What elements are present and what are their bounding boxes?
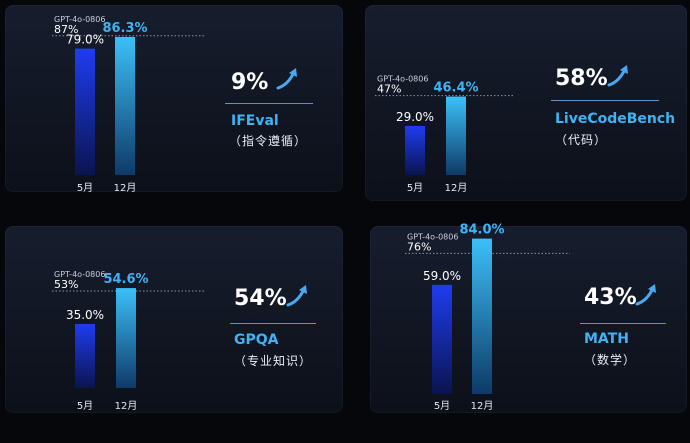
category-label: 5月 bbox=[77, 400, 93, 412]
improvement-percent: 54% bbox=[234, 286, 287, 311]
benchmark-subtitle: （数学） bbox=[584, 353, 637, 367]
benchmark-card-ifeval: GPT-4o-0806 87% 79.0% 5月 86.3% 12月 9% IFEval … bbox=[5, 5, 343, 194]
bar-value-label: 79.0% bbox=[66, 33, 104, 47]
reference-model-name: GPT-4o-0806 bbox=[407, 232, 458, 241]
category-label: 12月 bbox=[445, 182, 468, 194]
trend-up-arrow-icon bbox=[635, 284, 656, 306]
bar-may bbox=[432, 284, 452, 394]
trend-up-arrow-icon bbox=[276, 68, 297, 90]
benchmark-card-livecodebench: GPT-4o-0806 47% 29.0% 5月 46.4% 12月 58% LiveCo… bbox=[365, 5, 687, 201]
reference-model-name: GPT-4o-0806 bbox=[377, 75, 428, 84]
benchmark-name: GPQA bbox=[234, 332, 279, 348]
benchmark-name: MATH bbox=[584, 331, 629, 347]
improvement-percent: 43% bbox=[584, 285, 637, 310]
bar-dec bbox=[446, 96, 466, 175]
bar-value-label: 86.3% bbox=[102, 21, 147, 36]
category-label: 5月 bbox=[407, 182, 423, 194]
divider bbox=[551, 100, 659, 101]
bar-value-label: 54.6% bbox=[103, 272, 148, 287]
bar-may bbox=[75, 48, 95, 175]
benchmark-subtitle: （代码） bbox=[555, 133, 608, 147]
reference-model-name: GPT-4o-0806 bbox=[54, 15, 105, 24]
bar-dec bbox=[116, 288, 136, 388]
reference-value-label: 47% bbox=[377, 83, 401, 96]
bar-value-label: 59.0% bbox=[423, 269, 461, 283]
trend-up-arrow-icon bbox=[286, 285, 307, 307]
reference-value-label: 76% bbox=[407, 240, 431, 253]
benchmark-card-math: GPT-4o-0806 76% 59.0% 5月 84.0% 12月 43% MATH （… bbox=[370, 223, 687, 413]
benchmark-card-gpqa: GPT-4o-0806 53% 35.0% 5月 54.6% 12月 54% GPQA （… bbox=[5, 226, 343, 413]
benchmark-name: IFEval bbox=[231, 113, 279, 129]
improvement-percent: 9% bbox=[231, 70, 269, 95]
category-label: 12月 bbox=[115, 400, 138, 412]
reference-value-label: 87% bbox=[54, 23, 78, 36]
benchmark-subtitle: （指令遵循） bbox=[229, 134, 308, 148]
bar-value-label: 29.0% bbox=[396, 110, 434, 124]
category-label: 5月 bbox=[434, 400, 450, 412]
category-label: 12月 bbox=[471, 400, 494, 412]
divider bbox=[225, 103, 313, 104]
bar-may bbox=[405, 125, 425, 175]
divider bbox=[580, 323, 666, 324]
trend-up-arrow-icon bbox=[607, 65, 628, 87]
category-label: 5月 bbox=[77, 182, 93, 194]
reference-model-name: GPT-4o-0806 bbox=[54, 270, 105, 279]
bar-value-label: 46.4% bbox=[433, 81, 478, 96]
bar-dec bbox=[472, 238, 492, 394]
benchmark-subtitle: （专业知识） bbox=[234, 354, 313, 368]
improvement-percent: 58% bbox=[555, 66, 608, 91]
divider bbox=[230, 323, 316, 324]
bar-dec bbox=[115, 36, 135, 175]
bar-value-label: 84.0% bbox=[459, 223, 504, 238]
benchmark-name: LiveCodeBench bbox=[555, 111, 676, 127]
bar-may bbox=[75, 323, 95, 388]
bar-value-label: 35.0% bbox=[66, 308, 104, 322]
category-label: 12月 bbox=[114, 182, 137, 194]
reference-value-label: 53% bbox=[54, 278, 78, 291]
